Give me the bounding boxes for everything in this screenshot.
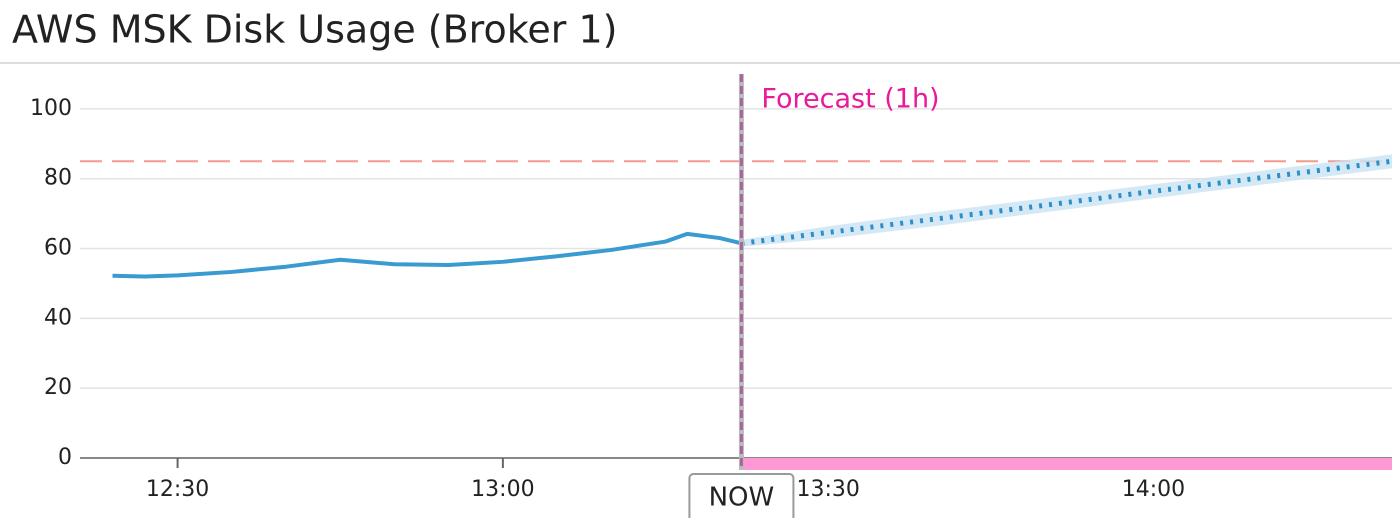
y-tick-label: 40 — [44, 305, 72, 330]
y-tick-label: 0 — [58, 445, 72, 470]
forecast-band — [741, 154, 1392, 247]
y-tick-label: 80 — [44, 166, 72, 191]
x-tick-label: 13:30 — [796, 477, 859, 502]
chart-title: AWS MSK Disk Usage (Broker 1) — [12, 8, 617, 52]
forecast-bar — [741, 458, 1392, 470]
y-tick-label: 60 — [44, 236, 72, 261]
actual-line — [112, 231, 742, 279]
now-label: NOW — [709, 483, 775, 513]
y-tick-label: 100 — [30, 96, 72, 121]
x-tick-label: 14:00 — [1122, 477, 1185, 502]
x-tick-label: 12:30 — [146, 477, 209, 502]
forecast-label: Forecast (1h) — [761, 84, 939, 115]
now-box — [688, 473, 795, 522]
x-tick-label: 13:00 — [471, 477, 534, 502]
forecast-line — [741, 158, 1393, 246]
y-tick-label: 20 — [44, 375, 72, 400]
